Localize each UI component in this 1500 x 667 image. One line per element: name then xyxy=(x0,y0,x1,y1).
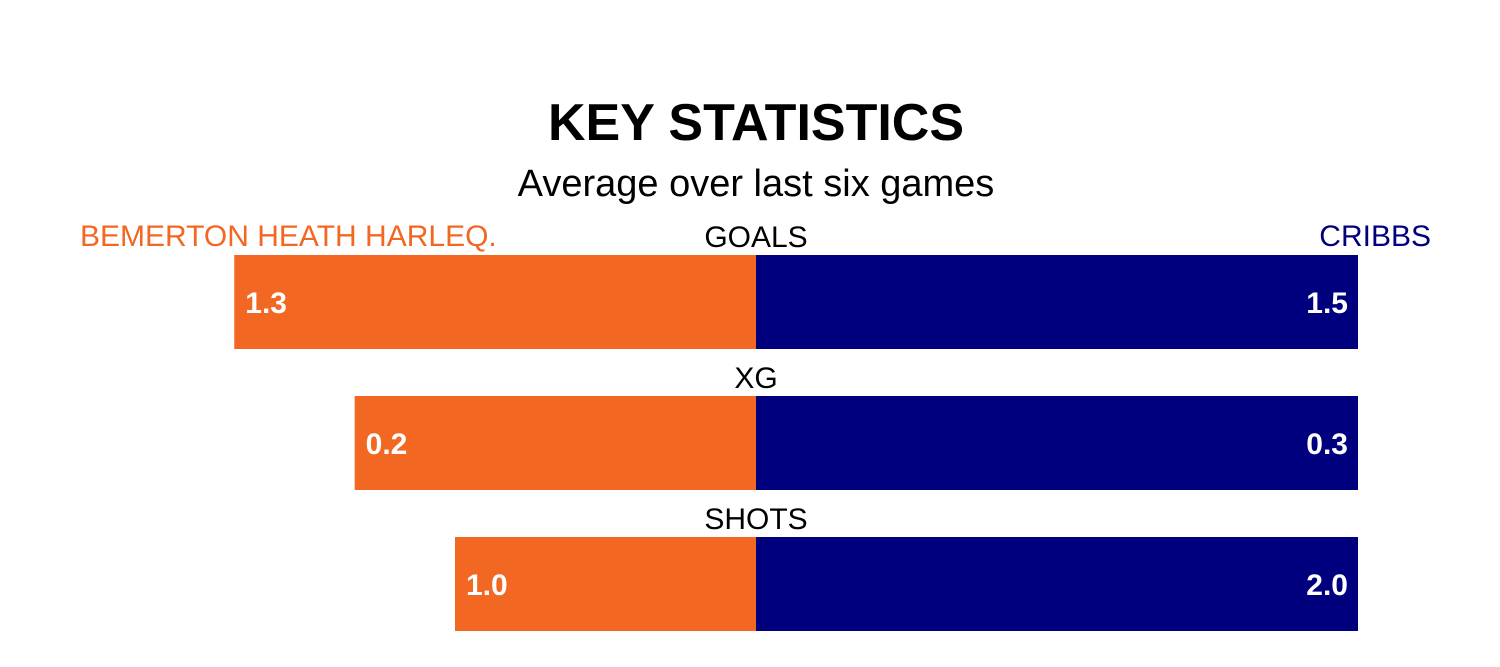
legend-team-home: BEMERTON HEATH HARLEQ. xyxy=(80,220,497,253)
legend-team-away: CRIBBS xyxy=(1319,220,1431,253)
bar-home-xg xyxy=(354,396,756,490)
value-label-away-xg: 0.3 xyxy=(1306,428,1348,461)
value-label-away-goals: 1.5 xyxy=(1306,287,1348,320)
value-label-home-shots: 1.0 xyxy=(466,569,508,602)
bar-home-goals xyxy=(234,255,756,349)
category-label-xg: XG xyxy=(734,362,777,395)
bar-home-shots xyxy=(455,537,756,631)
bar-away-xg xyxy=(756,396,1358,490)
category-label-goals: GOALS xyxy=(704,221,807,254)
bar-away-goals xyxy=(756,255,1358,349)
chart-subtitle: Average over last six games xyxy=(518,163,995,205)
value-label-home-xg: 0.2 xyxy=(366,428,408,461)
category-label-shots: SHOTS xyxy=(704,503,807,536)
bars-group: GOALS 1.3 1.5 XG 0.2 0.3 SHOTS 1.0 2.0 xyxy=(234,221,1358,631)
value-label-home-goals: 1.3 xyxy=(245,287,287,320)
bar-away-shots xyxy=(756,537,1358,631)
value-label-away-shots: 2.0 xyxy=(1306,569,1348,602)
chart-title: KEY STATISTICS xyxy=(548,94,964,152)
